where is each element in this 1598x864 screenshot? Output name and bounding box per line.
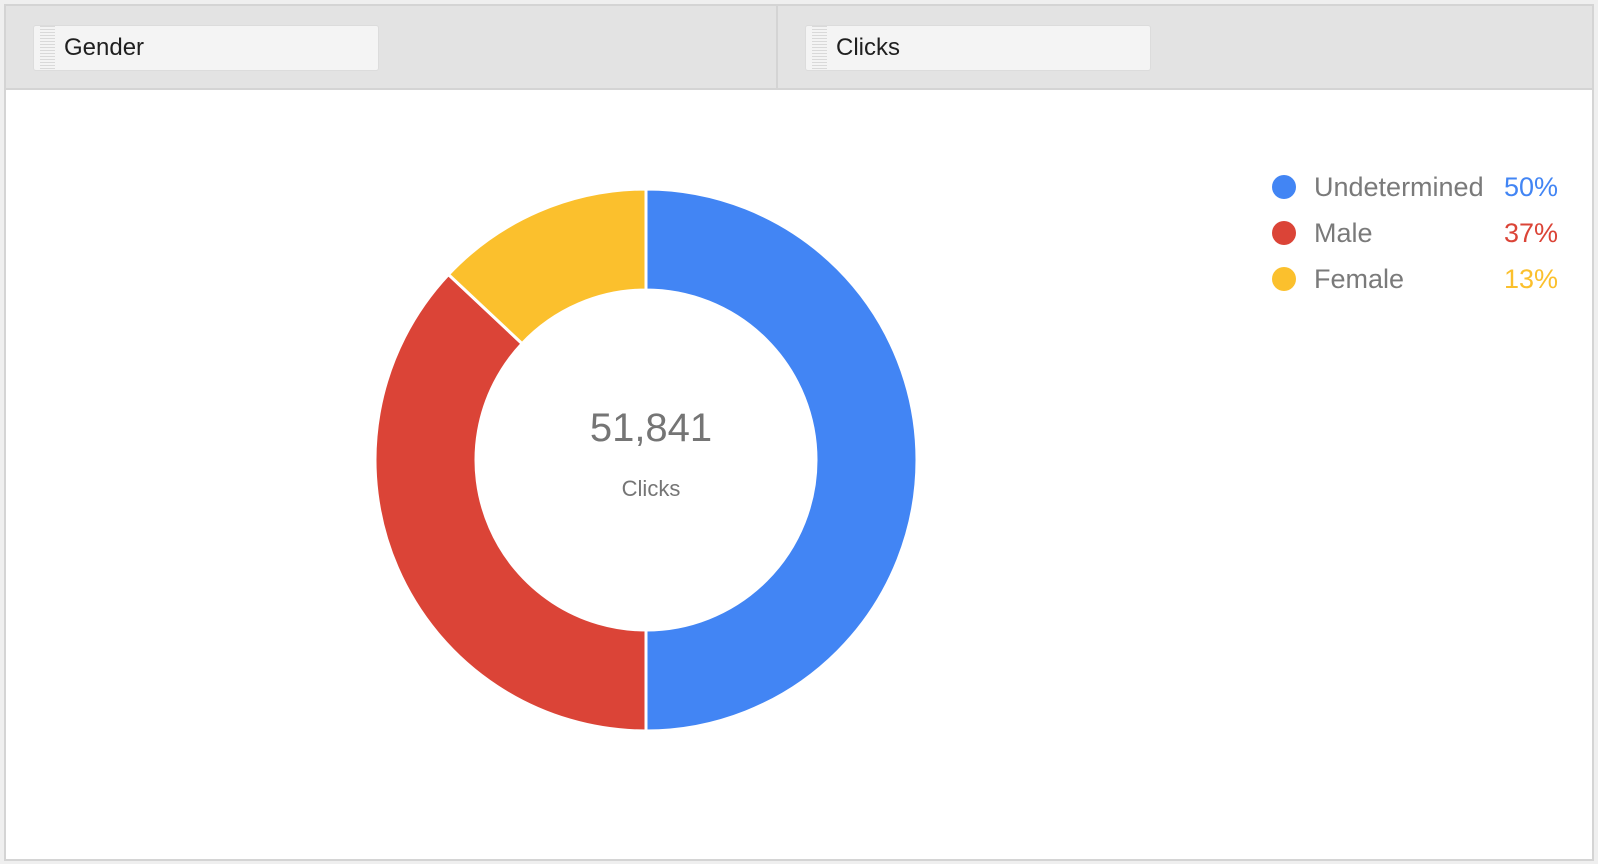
- legend-item-undetermined[interactable]: Undetermined 50%: [1268, 168, 1558, 214]
- legend-item-male[interactable]: Male 37%: [1268, 214, 1558, 260]
- legend-percent: 13%: [1503, 264, 1558, 294]
- donut-chart: [374, 188, 918, 732]
- drag-handle-icon[interactable]: [40, 26, 55, 70]
- metric-chip-label: Clicks: [836, 34, 900, 61]
- legend-label: Female: [1314, 264, 1405, 294]
- chart-legend: Undetermined 50% Male 37% Female 13%: [1268, 168, 1558, 306]
- legend-dot-icon: [1272, 221, 1296, 245]
- donut-slice-female[interactable]: [446, 188, 648, 346]
- dimension-chip-gender[interactable]: Gender: [33, 25, 379, 71]
- legend-percent: 37%: [1503, 218, 1558, 248]
- legend-percent: 50%: [1503, 172, 1558, 202]
- donut-slice-undetermined[interactable]: [644, 188, 918, 732]
- legend-label: Male: [1314, 218, 1373, 248]
- legend-label: Undetermined: [1314, 172, 1484, 202]
- header-divider: [776, 6, 778, 88]
- panel-header: Gender Clicks: [6, 6, 1592, 90]
- legend-item-female[interactable]: Female 13%: [1268, 260, 1558, 306]
- total-label: Clicks: [621, 476, 681, 501]
- drag-handle-icon[interactable]: [812, 26, 827, 70]
- legend-dot-icon: [1272, 175, 1296, 199]
- legend-dot-icon: [1272, 267, 1296, 291]
- metric-chip-clicks[interactable]: Clicks: [805, 25, 1151, 71]
- dimension-chip-label: Gender: [64, 34, 145, 61]
- total-value: 51,841: [589, 406, 713, 450]
- chart-panel: Gender Clicks 51,841 Clicks Undetermined…: [4, 4, 1594, 861]
- donut-slice-male[interactable]: [374, 272, 648, 732]
